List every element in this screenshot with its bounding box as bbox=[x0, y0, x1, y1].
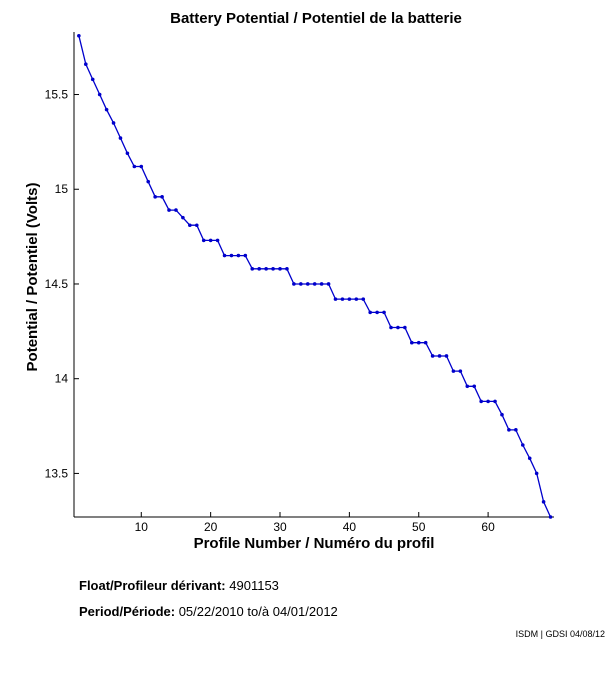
credit-text: ISDM | GDSI 04/08/12 bbox=[515, 629, 605, 639]
data-point bbox=[257, 267, 262, 271]
data-point bbox=[236, 253, 241, 258]
period-start: 05/22/2010 bbox=[178, 604, 244, 619]
data-point bbox=[132, 164, 137, 169]
data-point bbox=[347, 297, 352, 301]
data-point bbox=[83, 62, 88, 67]
data-point bbox=[222, 253, 227, 258]
data-point bbox=[375, 310, 379, 315]
x-tick-label: 40 bbox=[343, 520, 357, 534]
data-point bbox=[111, 121, 116, 125]
data-point bbox=[458, 369, 463, 373]
data-point bbox=[416, 340, 421, 345]
chart-title: Battery Potential / Potentiel de la batt… bbox=[170, 10, 462, 27]
data-point bbox=[278, 267, 282, 271]
data-point bbox=[153, 195, 157, 199]
data-point bbox=[354, 297, 359, 301]
data-point bbox=[250, 267, 255, 271]
data-point bbox=[139, 164, 144, 169]
y-tick-label: 15 bbox=[55, 182, 69, 196]
data-point bbox=[97, 92, 102, 97]
data-point bbox=[90, 77, 95, 82]
data-point bbox=[167, 208, 171, 212]
data-point bbox=[285, 267, 289, 271]
data-point bbox=[534, 471, 539, 476]
data-point bbox=[493, 399, 497, 404]
data-point bbox=[541, 500, 546, 504]
data-point bbox=[368, 310, 372, 315]
x-axis-label: Profile Number / Numéro du profil bbox=[194, 535, 435, 552]
data-point bbox=[160, 195, 164, 199]
period-info: Period/Période: 05/22/2010 to/à 04/01/20… bbox=[79, 604, 338, 619]
data-point bbox=[333, 297, 338, 301]
data-point bbox=[201, 238, 206, 243]
data-point bbox=[305, 282, 310, 286]
data-point bbox=[299, 282, 303, 286]
data-point bbox=[423, 340, 428, 345]
period-label: Period/Période: bbox=[79, 604, 176, 619]
plot-area: 10 20 30 40 50 60 13.5 14 14.5 15 15.5 bbox=[45, 32, 554, 534]
x-tick-label: 50 bbox=[412, 520, 426, 534]
data-point bbox=[188, 223, 192, 228]
data-point bbox=[292, 282, 296, 286]
data-point bbox=[271, 267, 275, 271]
data-point bbox=[208, 238, 213, 243]
data-point bbox=[229, 253, 234, 258]
data-point bbox=[500, 412, 504, 417]
data-point bbox=[77, 33, 81, 38]
data-point bbox=[215, 238, 220, 243]
data-point bbox=[340, 297, 345, 301]
data-point bbox=[319, 282, 324, 286]
data-point bbox=[264, 267, 268, 271]
x-tick-label: 10 bbox=[135, 520, 149, 534]
period-end: 04/01/2012 bbox=[272, 604, 338, 619]
float-label: Float/Profileur dérivant: bbox=[79, 578, 226, 593]
data-point bbox=[548, 515, 553, 519]
data-point bbox=[472, 384, 477, 389]
data-point bbox=[479, 399, 483, 404]
data-point bbox=[486, 399, 490, 404]
data-point bbox=[382, 310, 386, 315]
battery-chart: Battery Potential / Potentiel de la batt… bbox=[24, 10, 554, 552]
data-point bbox=[507, 428, 511, 432]
data-point bbox=[312, 282, 317, 286]
data-point bbox=[437, 354, 442, 358]
x-tick-label: 30 bbox=[273, 520, 287, 534]
y-tick-label: 13.5 bbox=[45, 466, 69, 480]
data-point bbox=[181, 215, 185, 220]
data-point bbox=[118, 136, 123, 140]
data-point bbox=[451, 369, 456, 373]
float-value: 4901153 bbox=[229, 578, 279, 593]
y-tick-label: 15.5 bbox=[45, 88, 69, 102]
period-sep: to/à bbox=[247, 604, 270, 619]
data-point bbox=[243, 253, 248, 258]
x-tick-label: 60 bbox=[481, 520, 495, 534]
data-point bbox=[465, 384, 470, 389]
data-point bbox=[410, 340, 414, 345]
x-tick-label: 20 bbox=[204, 520, 218, 534]
data-point bbox=[444, 354, 449, 358]
data-point bbox=[396, 325, 400, 330]
data-point bbox=[430, 354, 435, 358]
data-point bbox=[389, 325, 393, 330]
data-point bbox=[403, 325, 407, 330]
data-point bbox=[527, 456, 532, 461]
y-axis-label: Potential / Potentiel (Volts) bbox=[24, 183, 41, 372]
data-point bbox=[146, 179, 151, 184]
y-tick-label: 14.5 bbox=[45, 277, 69, 291]
data-point bbox=[361, 297, 366, 301]
data-point bbox=[520, 443, 525, 447]
series-line bbox=[78, 35, 552, 518]
float-info: Float/Profileur dérivant: 4901153 bbox=[79, 578, 279, 593]
data-point bbox=[104, 107, 109, 112]
data-point bbox=[194, 223, 199, 228]
data-point bbox=[514, 428, 518, 432]
y-tick-label: 14 bbox=[55, 372, 69, 386]
data-point bbox=[326, 282, 331, 286]
data-point bbox=[174, 208, 178, 212]
data-point bbox=[125, 151, 130, 156]
